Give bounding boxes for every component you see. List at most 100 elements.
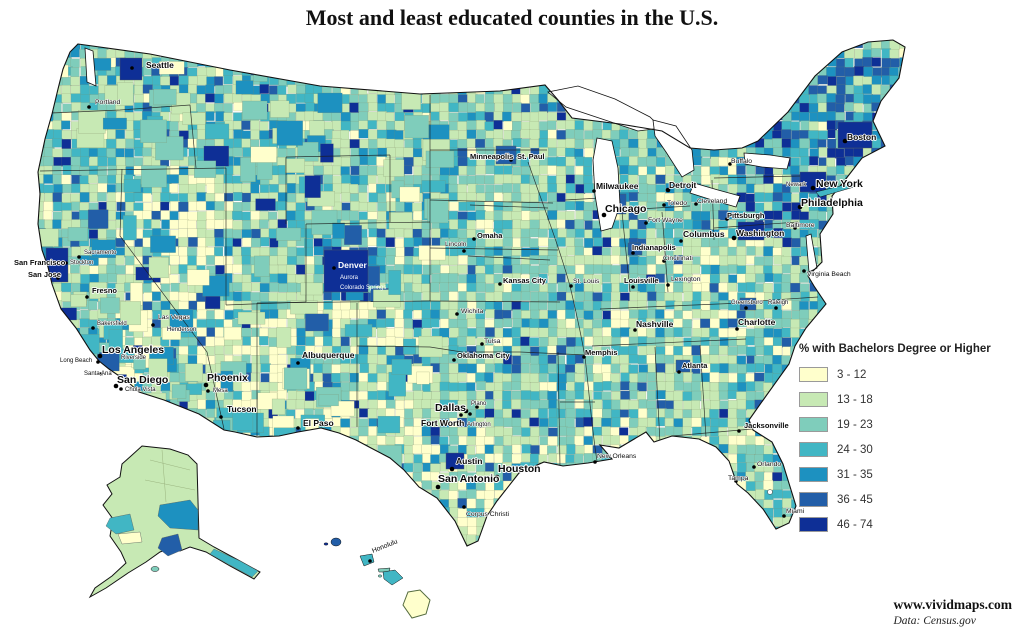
city-label: Corpus Christi	[466, 511, 510, 518]
city-label: Henderson	[167, 327, 196, 333]
city-label: Virginia Beach	[807, 271, 851, 278]
legend-label: 13 - 18	[837, 393, 873, 406]
legend-label: 24 - 30	[837, 443, 873, 456]
city-dot	[728, 162, 732, 166]
city-dot	[468, 412, 472, 416]
city-dot	[206, 389, 210, 393]
city-label: Fresno	[92, 286, 117, 295]
city-label: Plano	[471, 401, 487, 407]
city-label: Houston	[498, 463, 541, 475]
city-label: Denver	[338, 260, 368, 270]
city-dot	[455, 312, 459, 316]
city-label: San Francisco	[14, 258, 66, 267]
city-label: Cleveland	[697, 198, 727, 205]
legend-swatch	[799, 417, 828, 432]
legend-row: 46 - 74	[799, 512, 1017, 537]
city-label: Milwaukee	[596, 181, 639, 191]
city-label: Toledo	[667, 200, 687, 207]
city-dot	[731, 235, 737, 241]
city-dot	[119, 387, 123, 391]
city-label: Long Beach	[60, 358, 92, 364]
city-dot	[130, 66, 134, 70]
city-label: Seattle	[146, 60, 174, 70]
legend-title: % with Bachelors Degree or Higher	[799, 343, 991, 355]
city-dot	[842, 138, 848, 144]
city-label: Sacramento	[84, 250, 117, 256]
legend-swatch	[799, 367, 828, 382]
city-dot	[569, 284, 573, 288]
city-dot	[662, 203, 666, 207]
legend-label: 36 - 45	[837, 493, 873, 506]
city-dot	[677, 370, 681, 374]
city-label: Santa Ana	[84, 371, 112, 377]
city-dot	[592, 189, 596, 193]
city-label: Tampa	[728, 475, 749, 482]
city-label: Columbus	[683, 229, 725, 239]
city-label: Nashville	[636, 319, 674, 329]
city-dot	[151, 323, 155, 327]
city-dot	[77, 255, 81, 259]
city-dot	[633, 328, 637, 332]
city-dot	[296, 426, 300, 430]
city-dot	[737, 429, 741, 433]
city-dot	[665, 187, 671, 193]
city-label: Indianapolis	[632, 243, 676, 252]
legend-row: 19 - 23	[799, 412, 1017, 437]
city-label: Jacksonville	[744, 421, 789, 430]
city-label: Washington	[736, 228, 784, 238]
city-dot	[452, 358, 456, 362]
city-label: Aurora	[340, 275, 359, 281]
city-label: Atlanta	[682, 361, 708, 370]
city-label: Cincinnati	[663, 255, 693, 262]
city-dot	[332, 266, 336, 270]
city-dot	[494, 474, 500, 480]
attribution-source: Data: Census.gov	[893, 614, 976, 627]
city-label: Lincoln	[445, 241, 467, 248]
city-label: Orlando	[757, 461, 781, 468]
city-dot	[793, 226, 797, 230]
city-label: Los Angeles	[102, 344, 164, 356]
city-label: Stockton	[70, 260, 93, 266]
city-dot	[203, 382, 209, 388]
legend-row: 36 - 45	[799, 487, 1017, 512]
city-dot	[582, 355, 586, 359]
city-dot	[498, 282, 502, 286]
city-label: Philadelphia	[801, 197, 863, 209]
city-label: Phoenix	[207, 372, 248, 384]
city-label: Colorado Springs	[340, 285, 386, 291]
city-label: Raleigh	[768, 300, 788, 306]
city-label: St. Louis	[573, 278, 600, 285]
city-label: Austin	[456, 456, 482, 466]
city-dot	[725, 217, 729, 221]
city-label: Boston	[847, 132, 876, 142]
attribution: www.vividmaps.com Data: Census.gov	[893, 597, 1012, 628]
city-dot	[509, 158, 513, 162]
city-labels: Seattle Portland Sacramento San Francisco St…	[13, 59, 877, 555]
city-dot	[774, 306, 778, 310]
city-dot	[593, 460, 597, 464]
city-label: San Jose	[28, 270, 61, 279]
city-dot	[735, 327, 739, 331]
city-label: Dallas	[435, 402, 466, 414]
city-label: Charlotte	[738, 317, 776, 327]
city-dot	[99, 372, 103, 376]
legend-row: 13 - 18	[799, 387, 1017, 412]
legend-label: 31 - 35	[837, 468, 873, 481]
city-label: Pittsburgh	[727, 211, 765, 220]
city-dot	[113, 383, 119, 389]
city-label: Omaha	[477, 231, 503, 240]
city-label: Memphis	[585, 348, 618, 357]
city-dot	[694, 202, 698, 206]
city-label: Greensboro	[731, 300, 763, 306]
city-dots	[47, 66, 848, 563]
city-dot	[744, 306, 748, 310]
city-label: Baltimore	[786, 222, 815, 229]
city-dot	[601, 212, 607, 218]
city-label: Fort Wayne	[648, 217, 683, 224]
city-dot	[631, 251, 635, 255]
city-dot	[85, 295, 89, 299]
city-label: Riverside	[121, 355, 147, 361]
attribution-site: www.vividmaps.com	[893, 596, 1012, 612]
city-dot	[802, 269, 806, 273]
